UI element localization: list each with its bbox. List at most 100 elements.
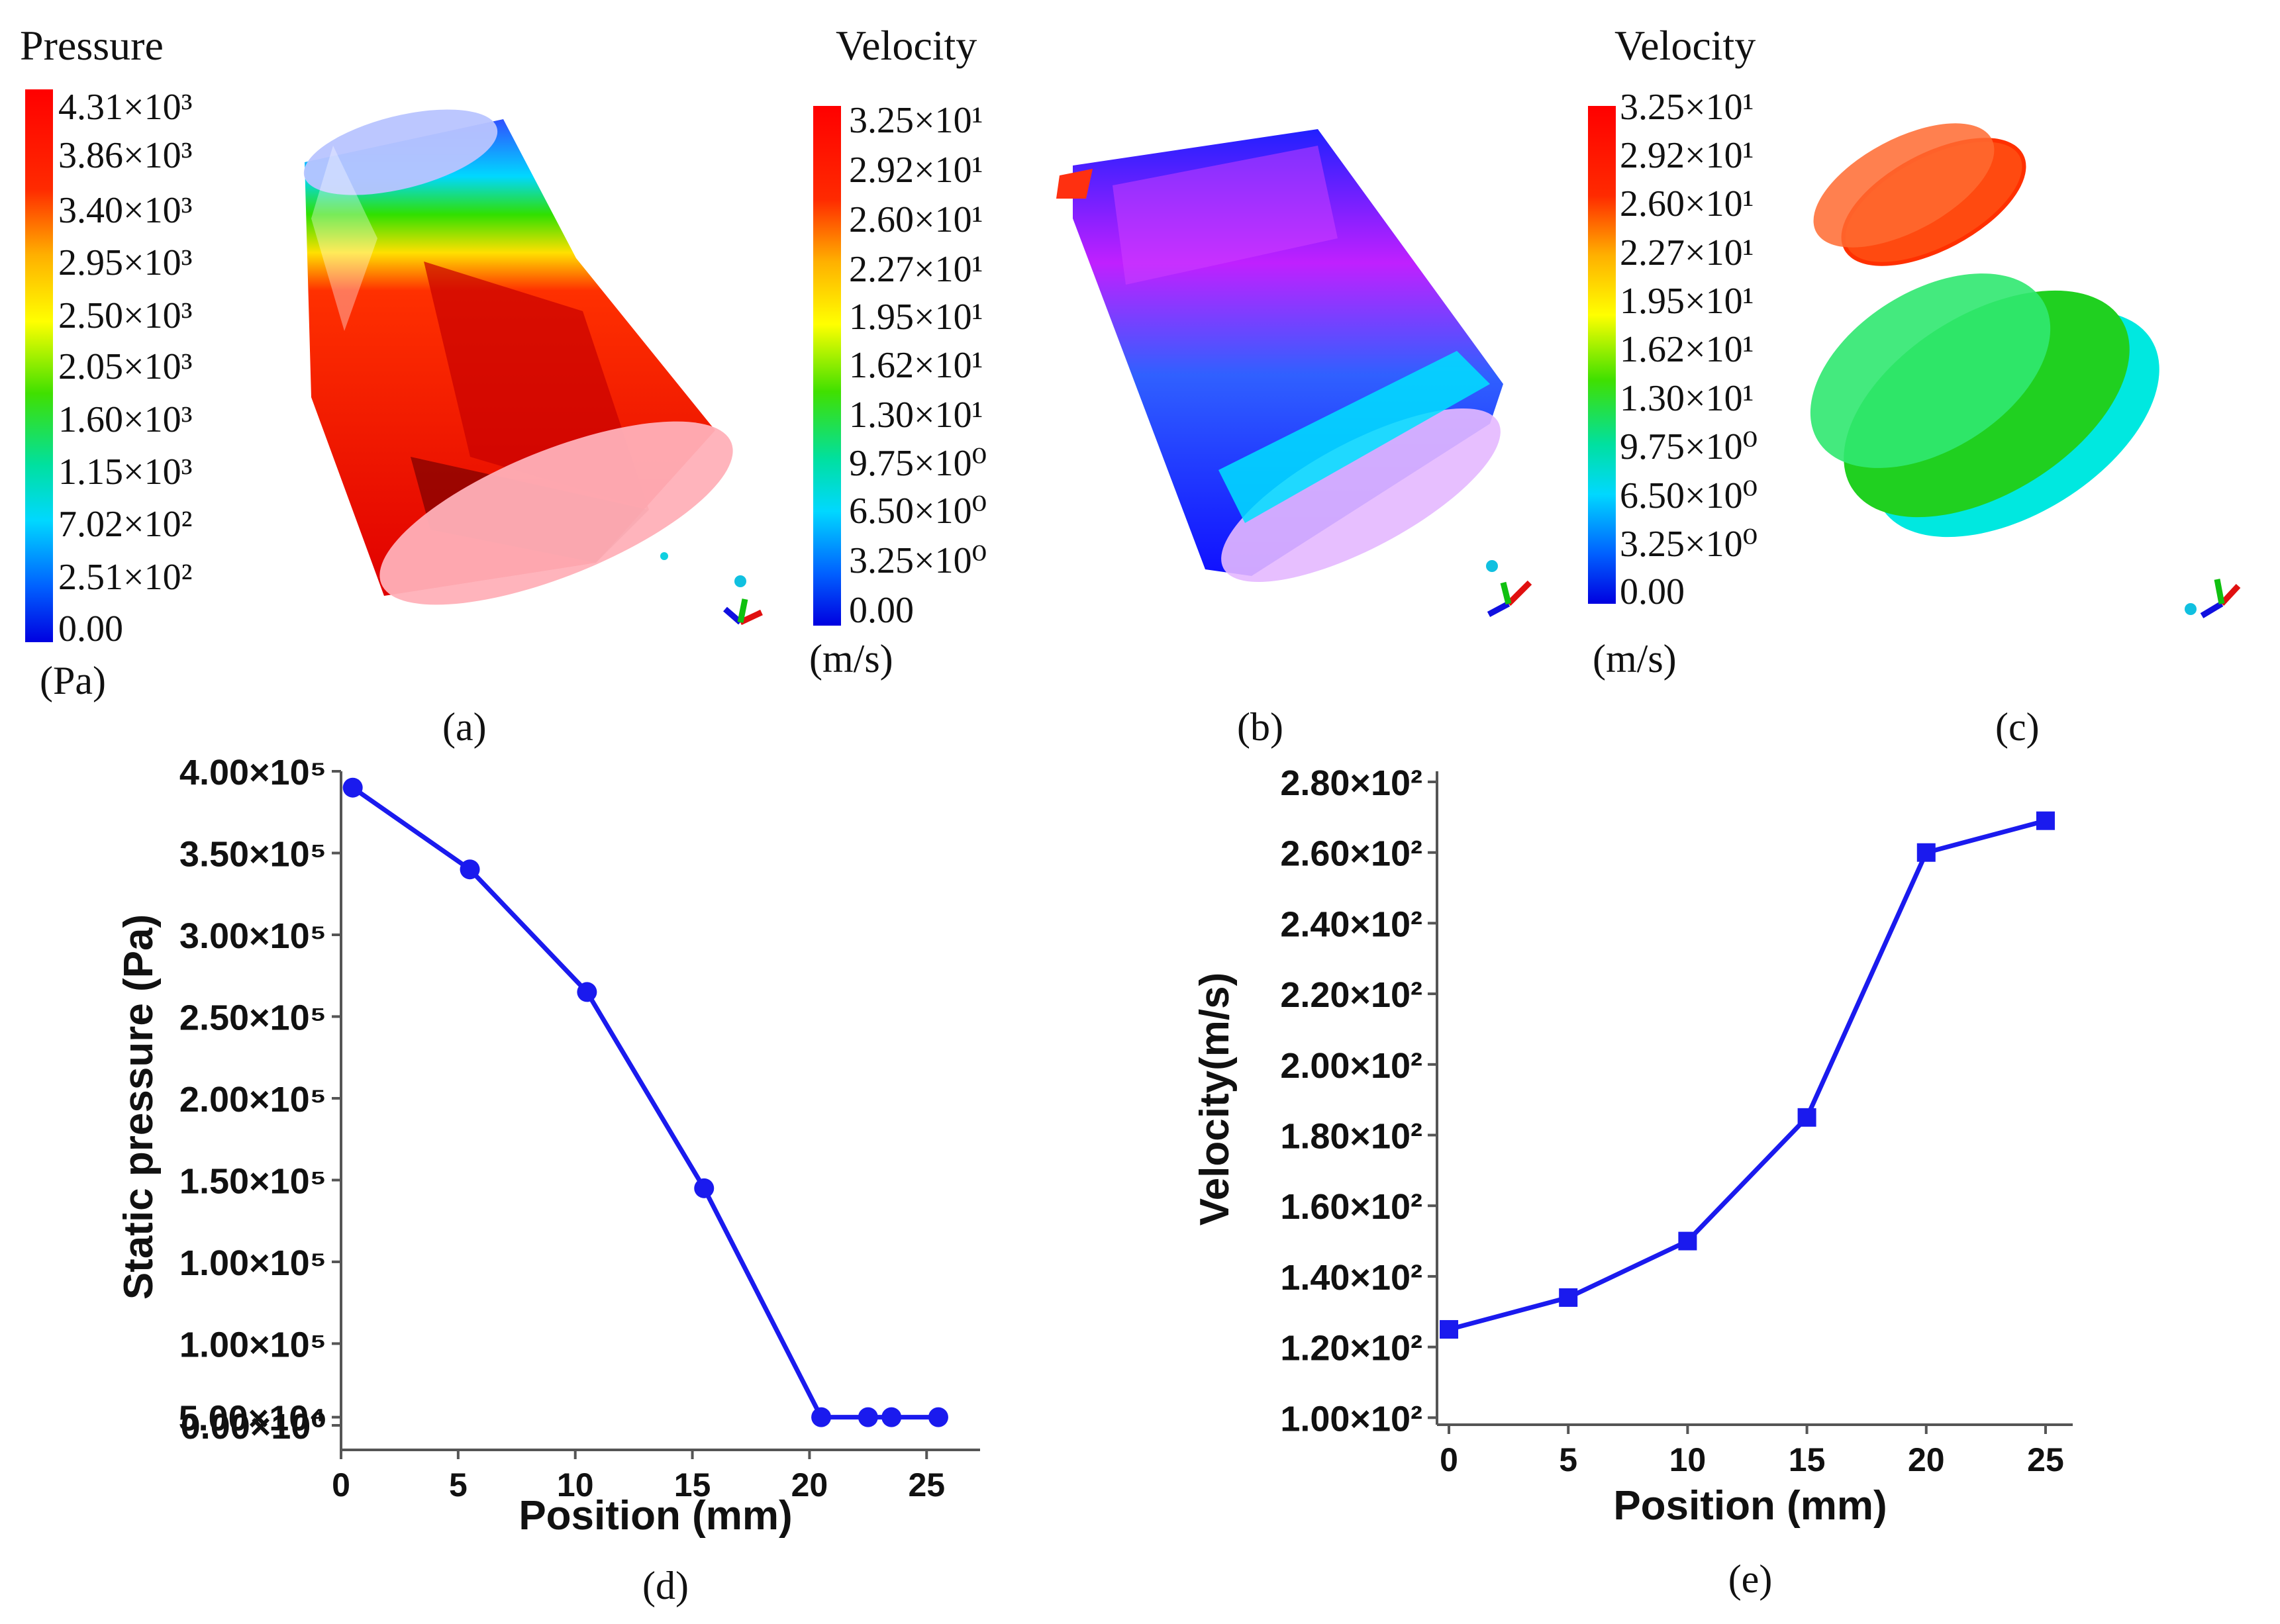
pressure-legend-title: Pressure	[20, 22, 164, 69]
pressure-tick-6: 1.60×10³	[58, 399, 192, 440]
velocity-y-tick-label: 1.80×10²	[1280, 1117, 1422, 1157]
velocity-unit-c: (m/s)	[1593, 637, 1677, 681]
velocity-data-point	[1559, 1288, 1578, 1307]
velocity-data-point	[1797, 1108, 1816, 1127]
panel-e-caption: (e)	[1728, 1557, 1773, 1601]
static-pressure-data-point	[694, 1178, 715, 1198]
pressure-tick-7: 1.15×10³	[58, 452, 192, 493]
static-pressure-y-tick-label: 1.00×10⁵	[179, 1325, 326, 1364]
pressure-tick-5: 2.05×10³	[58, 346, 192, 387]
velocity-series-line	[1448, 818, 2046, 1332]
velocity-b-tick-5: 1.62×10¹	[849, 345, 983, 386]
static-pressure-y-tick-label: 1.50×10⁵	[179, 1161, 326, 1201]
static-pressure-data-point	[881, 1407, 902, 1427]
pressure-unit: (Pa)	[40, 659, 106, 702]
velocity-b-tick-6: 1.30×10¹	[849, 395, 983, 436]
static-pressure-y-tick-label: 3.50×10⁵	[179, 834, 326, 874]
static-pressure-data-point	[928, 1407, 948, 1427]
panel-a: Pressure 4.31×10³ 3.86×10³ 3.40×10³ 2.95…	[20, 22, 763, 749]
velocity-y-tick-label: 2.40×10²	[1280, 904, 1422, 944]
velocity-b-tick-0: 3.25×10¹	[849, 100, 983, 141]
pressure-tick-8: 7.02×10²	[58, 504, 192, 545]
velocity-b-tick-2: 2.60×10¹	[849, 199, 983, 240]
velocity-y-tick-label: 1.00×10²	[1280, 1399, 1422, 1439]
static-pressure-series-line	[351, 785, 938, 1420]
panel-c-caption: (c)	[1995, 705, 2040, 749]
static-pressure-data-point	[577, 982, 597, 1002]
pressure-scale-ticks: 4.31×10³ 3.86×10³ 3.40×10³ 2.95×10³ 2.50…	[58, 87, 192, 649]
panel-c: Velocity 3.25×10¹ 2.92×10¹ 2.60×10¹ 2.27…	[1588, 22, 2241, 749]
velocity-y-label: Velocity(m/s)	[1192, 973, 1238, 1225]
velocity-c-tick-9: 3.25×10⁰	[1620, 524, 1758, 565]
pressure-tick-1: 3.86×10³	[58, 135, 192, 176]
pressure-tick-9: 2.51×10²	[58, 557, 192, 598]
velocity-y-tick-label: 2.20×10²	[1280, 975, 1422, 1015]
velocity-y-tick-label: 1.60×10²	[1280, 1187, 1422, 1227]
static-pressure-x-label: Position (mm)	[519, 1493, 792, 1539]
velocity-b-tick-3: 2.27×10¹	[849, 249, 983, 290]
velocity-plot-area: 1.00×10² 1.20×10² 1.40×10² 1.60×10² 1.80×10²…	[1280, 763, 2063, 1478]
velocity-y-tick-label: 2.80×10²	[1280, 763, 1422, 803]
velocity-c-tick-6: 1.30×10¹	[1620, 378, 1754, 419]
velocity-c-tick-7: 9.75×10⁰	[1620, 426, 1758, 467]
axis-triad-icon-c	[2185, 579, 2241, 618]
pressure-color-scale	[25, 89, 53, 642]
static-pressure-data-point	[811, 1407, 832, 1427]
static-pressure-y-tick-label: 1.00×10⁵	[179, 1243, 326, 1283]
axis-triad-icon-b	[1486, 560, 1532, 617]
panel-b-caption: (b)	[1237, 705, 1283, 749]
velocity-y-tick-label: 2.60×10²	[1280, 834, 1422, 874]
velocity-b-tick-4: 1.95×10¹	[849, 297, 983, 338]
velocity-x-tick-label: 0	[1440, 1441, 1458, 1478]
static-pressure-y-tick-label: 4.00×10⁵	[179, 753, 326, 792]
velocity-chart: 1.00×10² 1.20×10² 1.40×10² 1.60×10² 1.80×10²…	[1192, 763, 2073, 1601]
pressure-tick-4: 2.50×10³	[58, 295, 192, 336]
static-pressure-data-point	[858, 1407, 878, 1427]
static-pressure-data-point	[460, 859, 480, 880]
velocity-c-tick-2: 2.60×10¹	[1620, 183, 1754, 224]
velocity-b-tick-10: 0.00	[849, 590, 914, 631]
velocity-x-label: Position (mm)	[1613, 1483, 1887, 1529]
velocity-legend-title-b: Velocity	[836, 22, 977, 69]
velocity-c-tick-10: 0.00	[1620, 571, 1685, 612]
panel-d-caption: (d)	[642, 1564, 689, 1607]
velocity-x-tick-label: 10	[1669, 1441, 1707, 1478]
velocity-color-scale-b	[813, 106, 841, 626]
velocity-disc-render	[1810, 123, 2159, 538]
velocity-c-tick-5: 1.62×10¹	[1620, 329, 1754, 370]
axis-triad-icon	[660, 552, 763, 626]
panel-a-caption: (a)	[442, 705, 487, 749]
velocity-legend-title-c: Velocity	[1614, 22, 1756, 69]
velocity-x-tick-label: 15	[1789, 1441, 1826, 1478]
velocity-data-point	[2036, 811, 2055, 830]
pressure-tick-2: 3.40×10³	[58, 190, 192, 231]
velocity-c-tick-1: 2.92×10¹	[1620, 135, 1754, 176]
static-pressure-y-tick-label: 3.00×10⁵	[179, 916, 326, 956]
pressure-nozzle-render	[303, 109, 733, 605]
velocity-data-point	[1678, 1231, 1697, 1251]
velocity-data-point	[1440, 1319, 1459, 1339]
static-pressure-x-tick-label: 0	[332, 1466, 350, 1504]
static-pressure-y-label: Static pressure (Pa)	[116, 914, 162, 1300]
velocity-y-tick-label: 2.00×10²	[1280, 1046, 1422, 1086]
velocity-nozzle-render	[1056, 129, 1503, 583]
velocity-y-tick-label: 1.20×10²	[1280, 1329, 1422, 1368]
velocity-b-tick-9: 3.25×10⁰	[849, 540, 987, 581]
velocity-unit-b: (m/s)	[809, 637, 893, 681]
static-pressure-x-tick-label: 10	[557, 1466, 594, 1504]
velocity-c-tick-8: 6.50×10⁰	[1620, 475, 1758, 516]
static-pressure-x-tick-label: 15	[674, 1466, 711, 1504]
static-pressure-y-tick-label: 2.00×10⁵	[179, 1080, 326, 1120]
static-pressure-y-tick-label: 0.00×10⁰	[181, 1407, 326, 1447]
velocity-c-tick-0: 3.25×10¹	[1620, 87, 1754, 128]
velocity-x-tick-label: 5	[1559, 1441, 1577, 1478]
pressure-tick-3: 2.95×10³	[58, 242, 192, 283]
static-pressure-x-tick-label: 5	[449, 1466, 468, 1504]
velocity-b-tick-7: 9.75×10⁰	[849, 443, 987, 484]
velocity-x-tick-label: 20	[1908, 1441, 1945, 1478]
static-pressure-y-tick-label: 5.00×10⁴	[179, 1399, 326, 1439]
velocity-data-point	[1916, 843, 1936, 862]
